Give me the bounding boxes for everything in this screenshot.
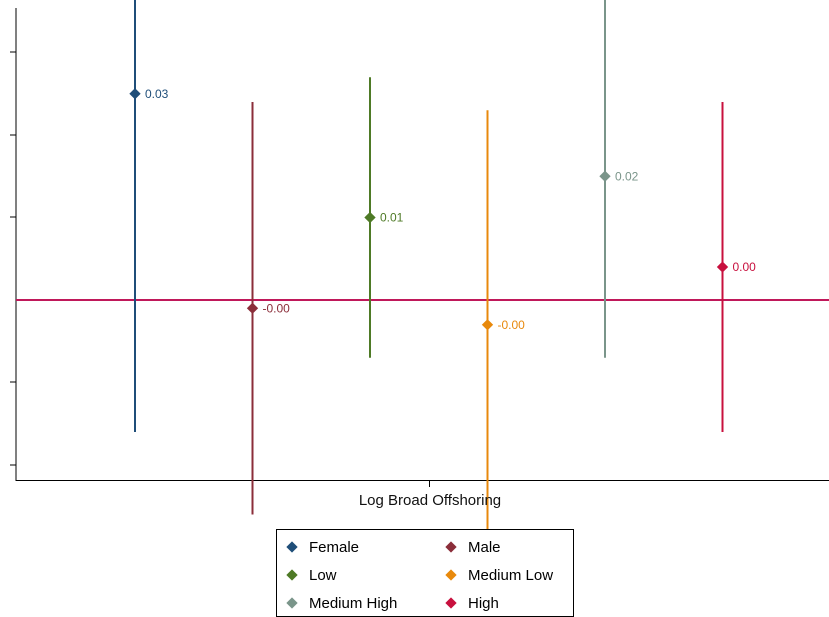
legend-item-low: Low — [286, 565, 337, 585]
point-marker-medium-high — [599, 170, 611, 182]
point-marker-high — [716, 261, 729, 273]
legend-item-male: Male — [445, 537, 501, 557]
legend-label-low: Low — [309, 566, 337, 584]
legend-label-medium-high: Medium High — [309, 594, 398, 612]
legend-marker-medium-high — [286, 597, 298, 609]
legend-label-medium-low: Medium Low — [468, 566, 554, 584]
legend-marker-female — [286, 541, 298, 553]
data-label-female: 0.03 — [145, 87, 169, 101]
legend: Female Male Low Medium Low Medium High H… — [276, 529, 574, 617]
legend-item-female: Female — [286, 537, 359, 557]
y-axis-ticks — [10, 51, 16, 466]
point-marker-male — [246, 302, 259, 314]
legend-label-high: High — [468, 594, 499, 612]
legend-marker-male — [445, 541, 457, 553]
x-axis-label: Log Broad Offshoring — [358, 492, 502, 509]
data-label-medium-low: -0.00 — [498, 318, 526, 332]
legend-marker-medium-low — [445, 569, 457, 581]
point-marker-low — [364, 211, 376, 224]
data-label-low: 0.01 — [380, 211, 404, 225]
legend-item-medium-low: Medium Low — [445, 565, 553, 585]
point-marker-female — [129, 88, 141, 100]
chart-marks: 0.03 -0.00 0.01 -0.00 0.02 0.00 — [129, 0, 757, 540]
data-label-medium-high: 0.02 — [615, 169, 639, 183]
data-label-male: -0.00 — [263, 301, 291, 315]
legend-label-male: Male — [468, 538, 501, 556]
legend-marker-low — [286, 569, 298, 581]
legend-item-high: High — [445, 593, 499, 613]
data-label-high: 0.00 — [733, 260, 757, 274]
point-marker-medium-low — [481, 319, 494, 331]
legend-item-medium-high: Medium High — [286, 593, 397, 613]
legend-marker-high — [445, 597, 457, 609]
legend-label-female: Female — [309, 538, 360, 556]
